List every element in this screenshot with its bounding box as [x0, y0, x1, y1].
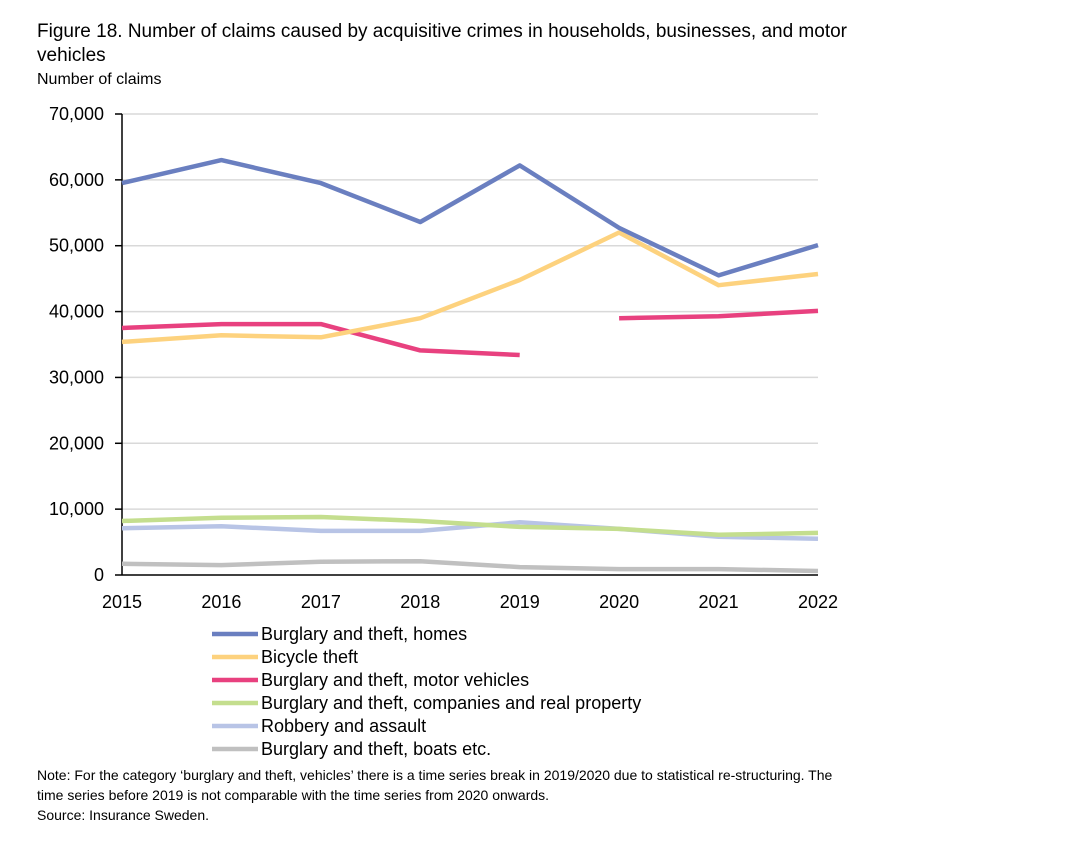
y-tick-label: 50,000	[49, 236, 104, 256]
x-tick-label: 2018	[400, 592, 440, 612]
chart-note: Note: For the category ‘burglary and the…	[37, 765, 857, 825]
series-line	[121, 230, 819, 345]
legend-label: Burglary and theft, homes	[261, 624, 467, 644]
y-tick-label: 20,000	[49, 433, 104, 453]
series-line	[619, 308, 819, 321]
series-line	[121, 321, 520, 358]
legend-label: Burglary and theft, motor vehicles	[261, 670, 529, 690]
legend-label: Burglary and theft, boats etc.	[261, 739, 491, 759]
x-tick-label: 2019	[500, 592, 540, 612]
y-tick-label: 60,000	[49, 170, 104, 190]
x-tick-label: 2017	[301, 592, 341, 612]
y-axis-label: Number of claims	[37, 71, 162, 88]
x-tick-label: 2015	[102, 592, 142, 612]
y-tick-label: 40,000	[49, 302, 104, 322]
source-text: Source: Insurance Sweden.	[37, 807, 209, 823]
x-tick-label: 2020	[599, 592, 639, 612]
y-tick-label: 0	[94, 565, 104, 585]
x-tick-label: 2022	[798, 592, 838, 612]
legend-label: Burglary and theft, companies and real p…	[261, 693, 641, 713]
legend-label: Bicycle theft	[261, 647, 358, 667]
x-tick-label: 2016	[201, 592, 241, 612]
series-line	[121, 514, 819, 538]
x-tick-label: 2021	[699, 592, 739, 612]
legend-label: Robbery and assault	[261, 716, 426, 736]
y-tick-label: 70,000	[49, 104, 104, 124]
series-line	[121, 558, 819, 574]
chart-title: Figure 18. Number of claims caused by ac…	[37, 21, 847, 66]
series-line	[121, 157, 819, 278]
y-tick-label: 10,000	[49, 499, 104, 519]
note-text: Note: For the category ‘burglary and the…	[37, 767, 833, 803]
y-tick-label: 30,000	[49, 367, 104, 387]
